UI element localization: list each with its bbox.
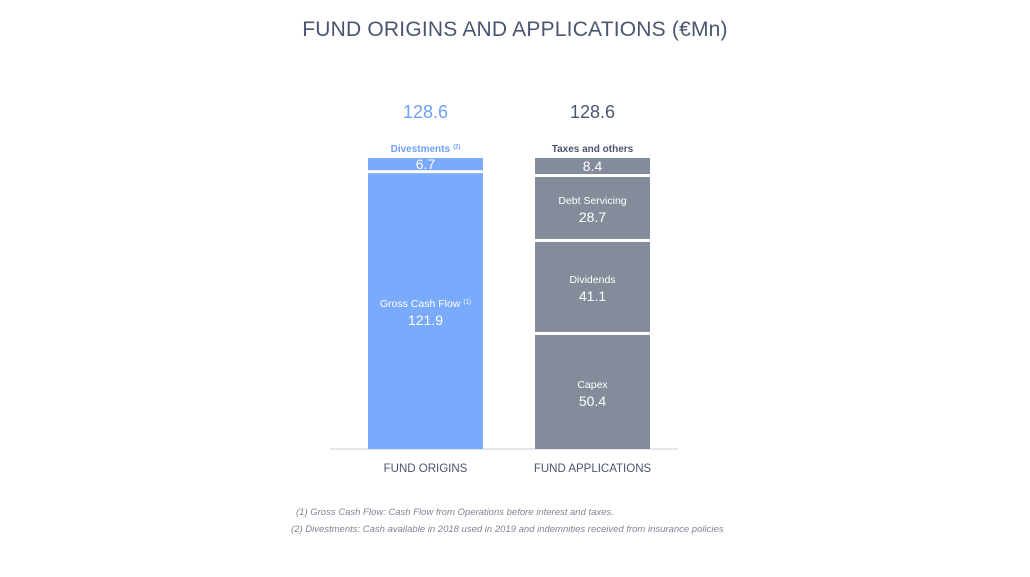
footnote-2: (2) Divestments: Cash available in 2018 … (291, 524, 724, 535)
segment-value-gross-cash-flow: 121.9 (408, 312, 443, 328)
page-title: FUND ORIGINS AND APPLICATIONS (€Mn) (302, 18, 728, 41)
bar-segment-gross-cash-flow (368, 173, 483, 450)
category-label-fund-origins: FUND ORIGINS (384, 463, 468, 475)
segment-value-capex: 50.4 (579, 393, 606, 409)
category-label-fund-applications: FUND APPLICATIONS (534, 463, 652, 475)
total-fund-origins: 128.6 (403, 102, 448, 122)
footnote-1: (1) Gross Cash Flow: Cash Flow from Oper… (296, 507, 614, 518)
segment-value-dividends: 41.1 (579, 288, 606, 304)
segment-label-capex: Capex (577, 379, 608, 391)
segment-label-dividends: Dividends (569, 274, 615, 286)
segment-value-divestments: 6.7 (416, 156, 436, 172)
bar-segment-taxes-and-others (535, 158, 650, 175)
segment-value-taxes-and-others: 8.4 (583, 158, 603, 174)
segment-label-debt-servicing: Debt Servicing (558, 195, 626, 207)
bar-segment-capex (535, 334, 650, 449)
bar-segment-debt-servicing (535, 177, 650, 239)
segment-value-debt-servicing: 28.7 (579, 209, 606, 225)
segment-label-gross-cash-flow: Gross Cash Flow (1) (380, 298, 471, 310)
segment-label-taxes-and-others: Taxes and others (552, 144, 634, 155)
segment-label-divestments: Divestments (2) (391, 144, 461, 155)
bar-segment-dividends (535, 241, 650, 332)
bar-segment-divestments (368, 158, 483, 171)
total-fund-applications: 128.6 (570, 102, 615, 122)
